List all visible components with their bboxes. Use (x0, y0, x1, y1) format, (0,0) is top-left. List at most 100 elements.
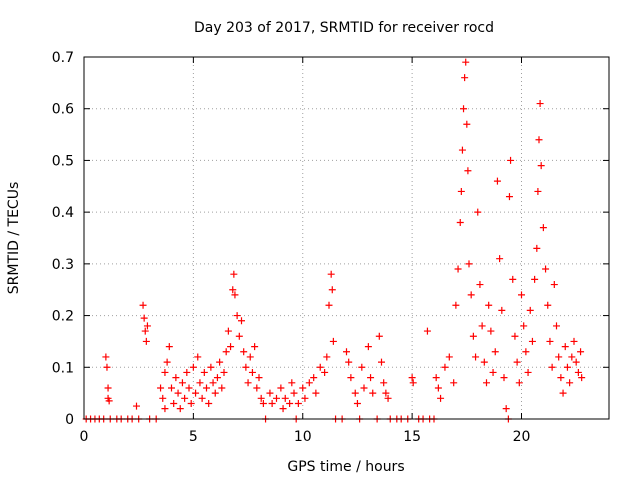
data-point (253, 384, 261, 392)
data-point (454, 265, 462, 273)
data-point (364, 343, 372, 351)
data-point (382, 389, 390, 397)
data-point (196, 379, 204, 387)
data-point (325, 301, 333, 309)
data-point (480, 358, 488, 366)
y-tick-label: 0.6 (52, 102, 74, 118)
data-point (531, 275, 539, 283)
data-point (104, 384, 112, 392)
data-point (465, 260, 473, 268)
y-tick-label: 0.4 (52, 205, 74, 221)
data-point (524, 368, 532, 376)
data-point (408, 374, 416, 382)
x-axis-label: GPS time / hours (287, 459, 404, 475)
data-point (230, 270, 238, 278)
data-point (462, 58, 470, 66)
data-point (534, 187, 542, 195)
data-point (491, 348, 499, 356)
data-point (559, 389, 567, 397)
data-point (244, 379, 252, 387)
data-point (578, 374, 586, 382)
data-point (472, 353, 480, 361)
data-point (327, 270, 335, 278)
data-point (235, 332, 243, 340)
data-point (509, 275, 517, 283)
data-point (323, 353, 331, 361)
data-point (102, 353, 110, 361)
data-point (165, 343, 173, 351)
data-point (566, 379, 574, 387)
data-point (493, 177, 501, 185)
data-point (192, 389, 200, 397)
data-point (457, 187, 465, 195)
data-point (183, 368, 191, 376)
data-point (142, 337, 150, 345)
data-point (231, 291, 239, 299)
y-tick-label: 0.3 (52, 257, 74, 273)
data-point (570, 337, 578, 345)
data-point (464, 167, 472, 175)
data-point (522, 348, 530, 356)
data-point (286, 399, 294, 407)
data-point (161, 405, 169, 413)
gridlines (84, 57, 609, 419)
data-point (536, 100, 544, 108)
data-point (205, 399, 213, 407)
y-tick-label: 0.1 (52, 360, 74, 376)
data-point (423, 327, 431, 335)
data-point (277, 384, 285, 392)
data-point (483, 379, 490, 387)
data-point (437, 394, 445, 402)
data-point (213, 374, 221, 382)
data-point (305, 379, 313, 387)
data-point (105, 397, 113, 405)
data-point (347, 374, 355, 382)
data-point (211, 389, 219, 397)
data-point (358, 363, 366, 371)
x-tick-label: 10 (294, 429, 312, 445)
data-point (103, 363, 111, 371)
data-point (251, 343, 259, 351)
data-point (515, 379, 523, 387)
data-point (168, 384, 175, 392)
data-point (310, 374, 318, 382)
data-point (461, 74, 469, 82)
x-tick-label: 15 (403, 429, 421, 445)
data-point (487, 327, 495, 335)
data-point (294, 399, 302, 407)
data-point (498, 306, 506, 314)
data-point (542, 265, 550, 273)
data-point (266, 389, 274, 397)
data-point (233, 312, 241, 320)
y-tick-label: 0 (65, 412, 74, 428)
data-point (502, 405, 510, 413)
data-point (507, 156, 515, 164)
data-point (496, 255, 504, 263)
data-point (574, 368, 582, 376)
data-point (432, 374, 440, 382)
data-point (469, 332, 477, 340)
data-point (474, 208, 482, 216)
data-point (544, 301, 552, 309)
y-tick-label: 0.7 (52, 50, 74, 66)
data-point (329, 337, 337, 345)
data-point (161, 368, 169, 376)
data-point (248, 368, 256, 376)
data-point (290, 389, 298, 397)
data-point (489, 368, 497, 376)
axis-ticks: 0 5 10 15 20 0 0.1 0.2 0.3 0.4 0.5 0.6 0.7 (52, 50, 609, 445)
plot-frame (83, 56, 610, 420)
data-point (139, 301, 147, 309)
data-point (353, 399, 361, 407)
data-point (345, 358, 353, 366)
data-point (259, 399, 267, 407)
x-tick-label: 5 (189, 429, 198, 445)
data-points (82, 58, 586, 423)
data-point (321, 368, 329, 376)
data-point (207, 363, 215, 371)
data-point (550, 281, 558, 289)
data-point (456, 218, 464, 226)
data-point (539, 224, 547, 232)
data-point (369, 389, 377, 397)
data-point (546, 337, 554, 345)
